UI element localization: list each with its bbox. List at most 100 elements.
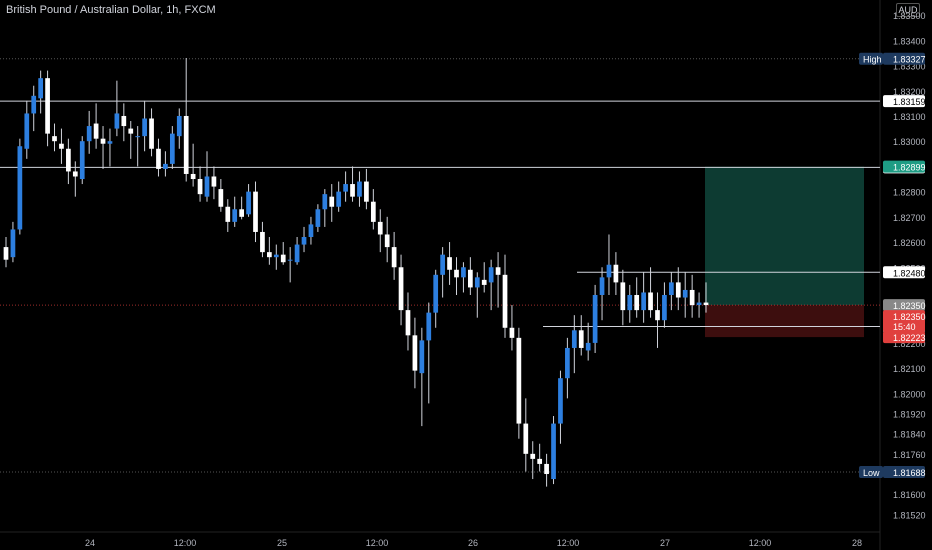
x-tick-label: 12:00	[366, 538, 389, 548]
candle-body	[343, 184, 348, 192]
y-tick-label: 1.82000	[893, 389, 926, 399]
candle-body	[253, 191, 258, 232]
candle-body	[72, 171, 78, 177]
candle-body	[197, 179, 203, 195]
candle-body	[52, 136, 57, 142]
candle-body	[163, 163, 168, 169]
candle-body	[308, 224, 314, 238]
candle-body	[204, 176, 210, 197]
candle-body	[454, 269, 459, 278]
candle-body	[662, 294, 667, 321]
candle-body	[190, 173, 196, 180]
candle-body	[578, 330, 584, 348]
low-value: 1.81688	[893, 468, 926, 478]
x-tick-label: 25	[277, 538, 287, 548]
candle-body	[169, 133, 175, 164]
candle-body	[260, 231, 265, 253]
x-tick-label: 12:00	[174, 538, 197, 548]
candle-body	[273, 254, 279, 258]
candle-body	[696, 302, 702, 306]
candle-body	[613, 264, 619, 283]
x-tick-label: 12:00	[749, 538, 772, 548]
candle-body	[433, 274, 439, 313]
candle-body	[585, 342, 591, 351]
candle-body	[280, 254, 286, 263]
candle-body	[31, 95, 37, 114]
stop-price-value: 1.82223	[893, 333, 926, 343]
candle-body	[183, 115, 189, 174]
candle-body	[461, 267, 466, 278]
candle-body	[571, 330, 577, 348]
candle-body	[412, 335, 418, 371]
current-price-value: 1.82350	[893, 312, 926, 322]
currency-badge[interactable]: AUD	[896, 3, 920, 17]
candle-body	[530, 453, 536, 459]
candle-body	[176, 115, 182, 137]
candle-body	[66, 148, 71, 172]
x-tick-label: 26	[468, 538, 478, 548]
candle-body	[481, 279, 487, 285]
hline-price-value: 1.82480	[893, 268, 926, 278]
bar-countdown: 15:40	[893, 322, 916, 332]
candle-body	[301, 237, 307, 245]
candle-body	[135, 136, 141, 138]
candle-body	[599, 277, 605, 295]
candle-body	[474, 277, 480, 288]
candle-body	[495, 267, 501, 275]
hline-price-badge	[883, 266, 925, 279]
high-label: High	[863, 55, 882, 65]
candle-body	[10, 229, 16, 258]
candle-body	[232, 209, 238, 222]
candle-body	[523, 423, 529, 454]
candle-body	[3, 247, 9, 260]
high-badge	[883, 52, 925, 65]
hline-price-badge	[883, 95, 925, 108]
candle-body	[544, 463, 549, 475]
candle-body	[440, 254, 445, 275]
candle-body	[558, 378, 563, 424]
y-tick-label: 1.81840	[893, 430, 926, 440]
candle-body	[620, 282, 626, 311]
candle-body	[329, 196, 335, 207]
candle-body	[79, 141, 85, 180]
low-label-bg	[859, 465, 883, 478]
candle-body	[537, 458, 543, 464]
candle-body	[336, 191, 342, 207]
y-tick-label: 1.82600	[893, 238, 926, 248]
candle-body	[59, 143, 64, 149]
candle-body	[121, 115, 127, 127]
candle-body	[24, 113, 30, 149]
candle-body	[364, 181, 369, 202]
x-tick-label: 28	[852, 538, 862, 548]
candle-body	[86, 126, 92, 142]
y-tick-label: 1.83100	[893, 112, 926, 122]
candle-body	[142, 118, 147, 137]
candle-body	[246, 191, 251, 215]
candle-body	[426, 312, 432, 341]
y-tick-label: 1.82200	[893, 339, 926, 349]
hline-price-value: 1.83159	[893, 97, 926, 107]
y-tick-label: 1.83300	[893, 62, 926, 72]
candle-body	[398, 267, 404, 311]
candle-body	[565, 347, 570, 379]
candle-body	[267, 252, 272, 258]
candle-body	[447, 257, 452, 270]
candle-body	[218, 189, 224, 207]
y-tick-label: 1.83200	[893, 87, 926, 97]
y-tick-label: 1.81760	[893, 450, 926, 460]
candle-body	[156, 148, 161, 169]
low-badge	[883, 465, 925, 478]
target-price-badge	[883, 160, 925, 173]
candle-body	[45, 78, 50, 134]
y-tick-label: 1.82700	[893, 213, 926, 223]
candle-body	[668, 282, 674, 295]
x-tick-label: 24	[85, 538, 95, 548]
candle-body	[648, 292, 653, 311]
high-label-bg	[859, 52, 883, 65]
candle-body	[93, 123, 99, 139]
candle-body	[509, 327, 515, 338]
y-tick-label: 1.83500	[893, 11, 926, 21]
last-price-badge	[883, 299, 925, 312]
candle-body	[606, 264, 612, 278]
